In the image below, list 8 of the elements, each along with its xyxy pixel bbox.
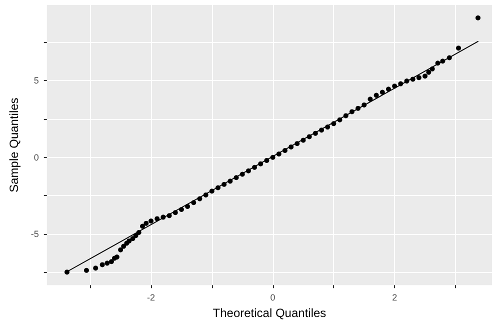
x-tick-label: -2 <box>147 292 156 303</box>
y-tick-label: 0 <box>34 152 39 162</box>
y-tick-label: 5 <box>34 76 39 86</box>
x-axis-title: Theoretical Quantiles <box>212 306 326 320</box>
x-tick-label: 2 <box>392 292 398 303</box>
y-axis-title: Sample Quantiles <box>7 98 21 192</box>
x-tick-label: 0 <box>270 292 276 303</box>
y-tick-label: -5 <box>30 229 39 240</box>
